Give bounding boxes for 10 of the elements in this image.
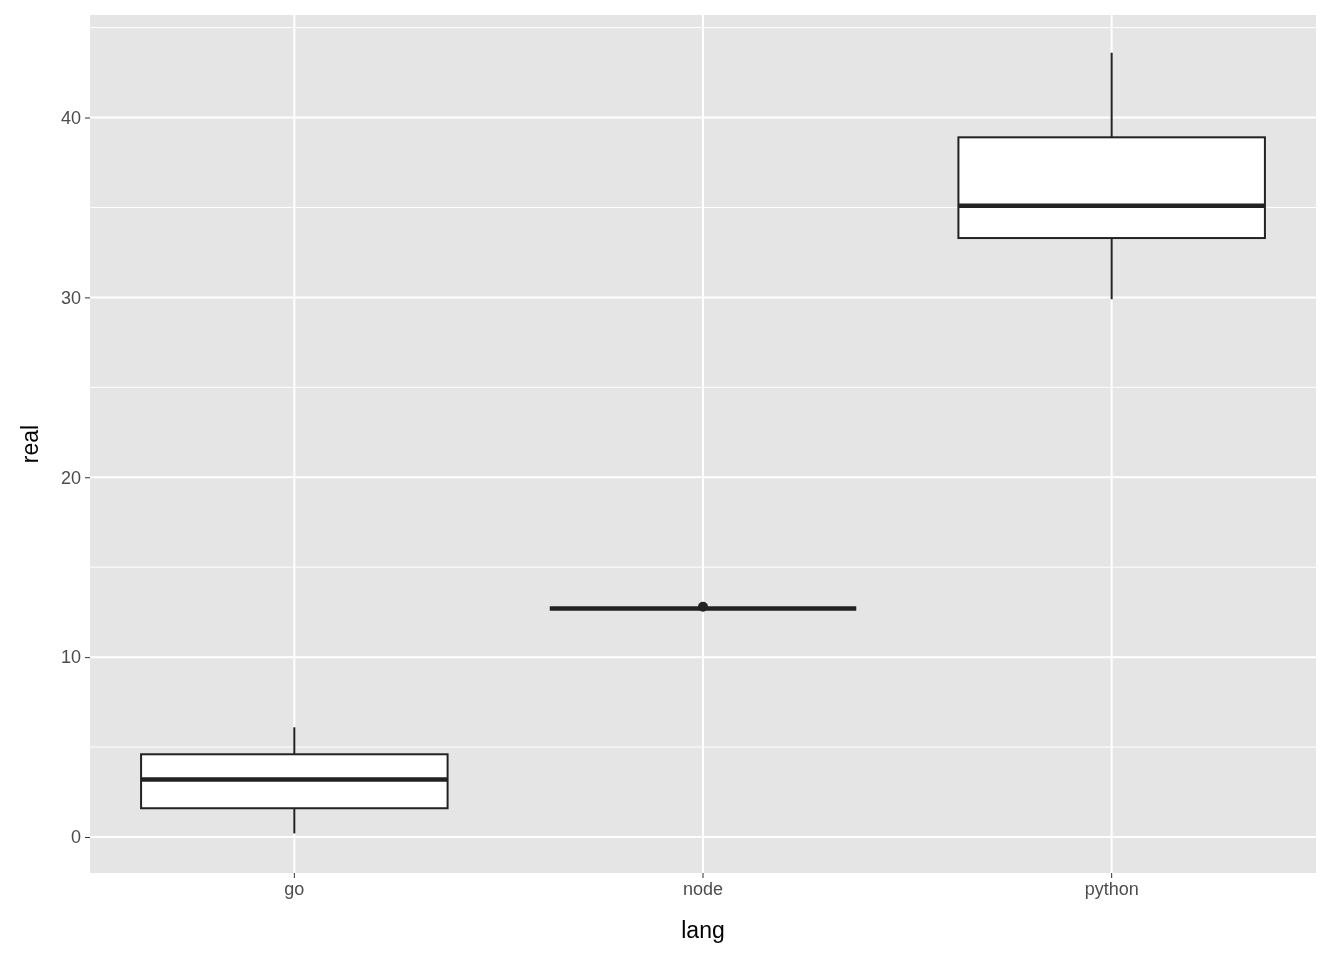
x-axis-title: lang <box>681 917 725 943</box>
y-tick-label: 20 <box>60 467 81 488</box>
y-tick-label: 0 <box>70 827 81 848</box>
x-tick-label: go <box>284 878 305 899</box>
y-tick-label: 30 <box>60 287 81 308</box>
x-tick-label: python <box>1084 878 1139 899</box>
y-axis-title: real <box>17 424 43 464</box>
x-tick-label: node <box>682 878 724 899</box>
y-tick-label: 10 <box>60 647 81 668</box>
y-tick-label: 40 <box>60 107 81 128</box>
